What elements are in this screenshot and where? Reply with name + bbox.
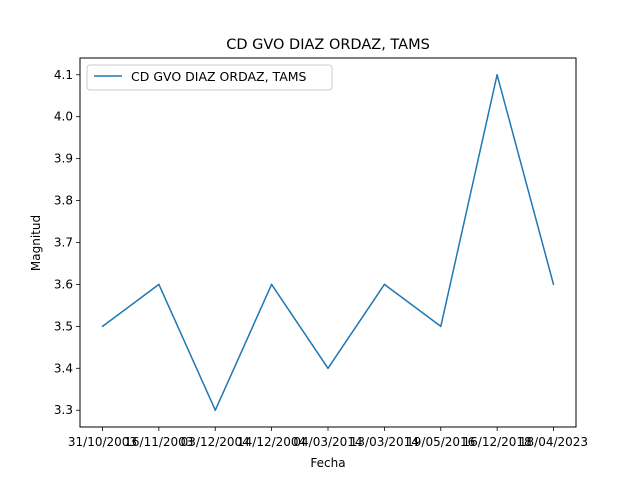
x-tick-label: 14/12/2004: [237, 435, 306, 449]
data-point: [440, 325, 442, 328]
series-layer: [101, 74, 555, 411]
legend: CD GVO DIAZ ORDAZ, TAMS: [86, 64, 333, 91]
y-axis: 3.3 3.4 3.5 3.6 3.7 3.8 3.9 4.0 4.1: [54, 68, 80, 417]
y-axis-label: Magnitud: [29, 215, 43, 271]
plot-frame: [79, 57, 577, 428]
y-tick-label: 3.9: [54, 152, 73, 166]
x-tick-label: 16/11/2003: [124, 435, 193, 449]
data-point: [158, 283, 160, 286]
x-tick-label: 13/03/2014: [350, 435, 419, 449]
data-point: [552, 283, 555, 286]
x-tick-label: 19/05/2016: [406, 435, 475, 449]
y-tick-label: 4.1: [54, 68, 73, 82]
data-point: [214, 409, 216, 411]
data-point: [270, 283, 273, 286]
data-point: [101, 325, 104, 328]
data-point: [383, 283, 386, 286]
x-tick-label: 16/12/2018: [463, 435, 532, 449]
y-tick-label: 3.7: [54, 236, 73, 250]
legend-label: CD GVO DIAZ ORDAZ, TAMS: [131, 69, 307, 84]
data-point: [327, 367, 329, 370]
legend-box: [86, 64, 333, 91]
x-tick-label: 03/12/2004: [181, 435, 250, 449]
x-axis: 31/10/200316/11/200303/12/200414/12/2004…: [68, 427, 588, 449]
y-tick-label: 3.3: [54, 403, 73, 417]
x-tick-label: 31/10/2003: [68, 435, 137, 449]
x-tick-label: 18/04/2023: [519, 435, 588, 449]
x-tick-label: 04/03/2014: [293, 435, 362, 449]
chart-title: CD GVO DIAZ ORDAZ, TAMS: [226, 37, 430, 53]
y-tick-label: 4.0: [54, 110, 73, 124]
y-tick-label: 3.8: [54, 194, 73, 208]
plot-area: 31/10/200316/11/200303/12/200414/12/2004…: [54, 57, 588, 449]
y-tick-label: 3.5: [54, 319, 73, 333]
data-point: [496, 74, 498, 76]
x-axis-label: Fecha: [310, 456, 345, 470]
y-tick-label: 3.6: [54, 277, 73, 291]
y-tick-label: 3.4: [54, 361, 73, 375]
